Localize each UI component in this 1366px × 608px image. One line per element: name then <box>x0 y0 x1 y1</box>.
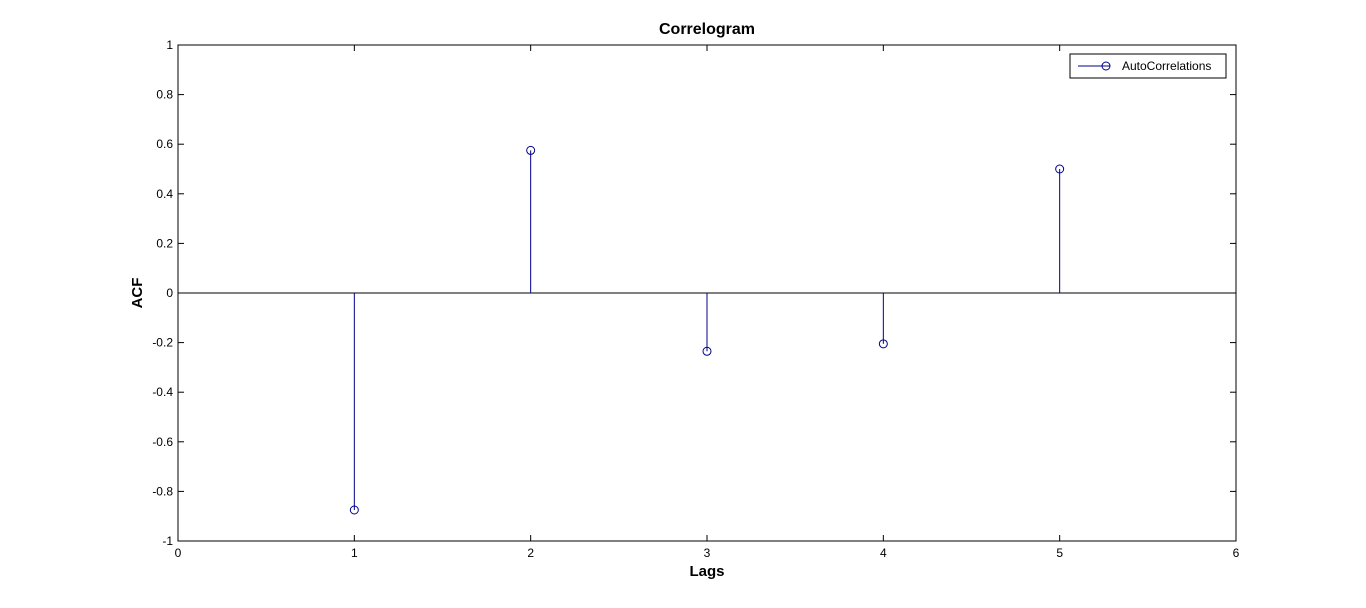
chart-title: Correlogram <box>659 21 755 38</box>
y-tick-label: 1 <box>166 38 173 52</box>
y-tick-label: -0.8 <box>152 484 173 498</box>
y-tick-label: -0.2 <box>152 336 173 350</box>
plot-area-border <box>177 44 1237 542</box>
y-tick-label: 0.2 <box>156 236 173 250</box>
stem-marker <box>1055 164 1065 174</box>
y-tick-label: -0.6 <box>152 435 173 449</box>
y-tick-label: -1 <box>162 534 173 548</box>
x-tick-label: 4 <box>880 546 887 560</box>
stem-marker <box>526 145 536 155</box>
y-tick-label: -0.4 <box>152 385 173 399</box>
stem-marker <box>349 505 359 515</box>
legend: AutoCorrelations <box>1069 53 1227 79</box>
x-axis-title: Lags <box>689 563 724 580</box>
x-tick-label: 0 <box>175 546 182 560</box>
y-axis-ticks: 1 0.8 0.6 0.4 0.2 0 -0.2 -0.4 -0.6 -0.8 -1 <box>152 38 1236 548</box>
stem-series <box>178 145 1236 515</box>
y-tick-label: 0.6 <box>156 137 173 151</box>
y-tick-label: 0 <box>166 286 173 300</box>
x-tick-label: 5 <box>1056 546 1063 560</box>
stem-marker <box>702 346 712 356</box>
x-tick-label: 3 <box>704 546 711 560</box>
y-tick-label: 0.8 <box>156 88 173 102</box>
x-tick-label: 6 <box>1233 546 1240 560</box>
x-tick-label: 2 <box>527 546 534 560</box>
legend-label: AutoCorrelations <box>1122 59 1211 73</box>
x-tick-label: 1 <box>351 546 358 560</box>
x-axis-ticks: 0 1 2 3 4 5 6 <box>175 45 1240 560</box>
y-tick-label: 0.4 <box>156 187 173 201</box>
legend-circle-marker-icon <box>1101 61 1111 71</box>
y-axis-title: ACF <box>129 278 146 309</box>
stem-marker <box>878 339 888 349</box>
